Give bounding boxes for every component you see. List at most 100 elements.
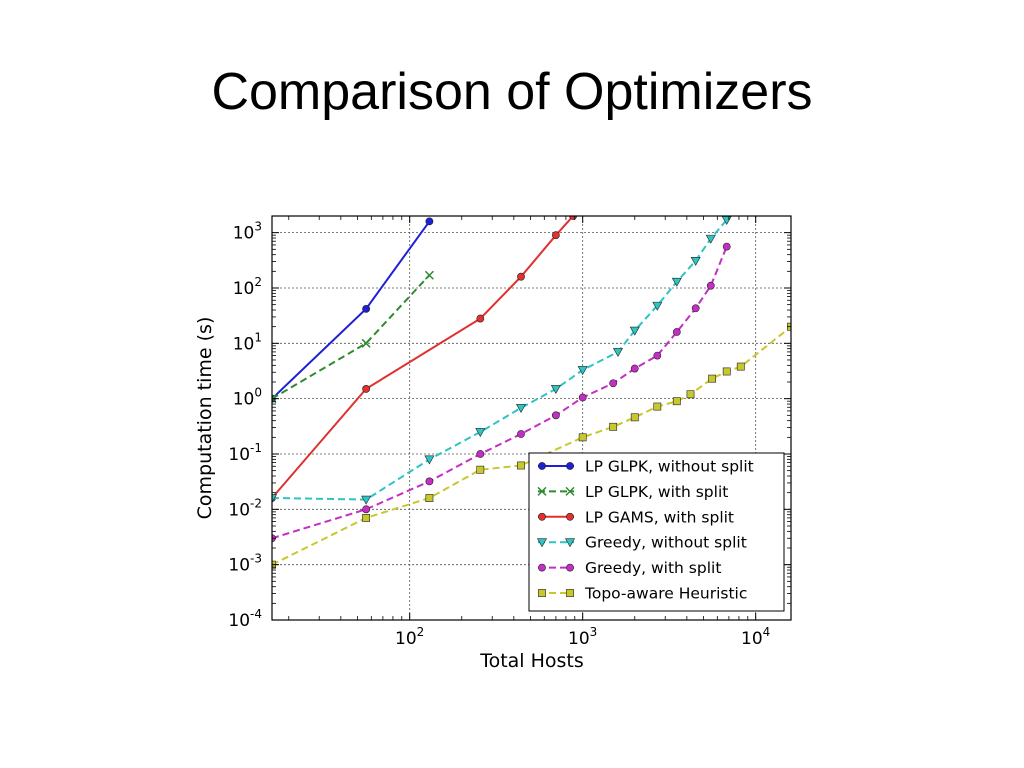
data-point — [686, 390, 695, 399]
data-point — [708, 374, 717, 383]
data-point — [577, 366, 588, 376]
x-tick-label-exponent: 4 — [763, 625, 771, 639]
y-tick-label: 101 — [233, 330, 262, 354]
legend-entry: Greedy, with split — [538, 559, 721, 577]
legend-label: Greedy, without split — [585, 534, 747, 552]
data-point — [690, 257, 701, 266]
y-tick-label-base: 10 — [228, 611, 250, 631]
series-line — [272, 216, 574, 499]
legend-entry: Topo-aware Heuristic — [538, 585, 747, 603]
y-tick-label-exponent: -4 — [250, 607, 262, 621]
data-point — [551, 231, 560, 240]
x-tick-label-exponent: 3 — [590, 625, 598, 639]
data-point — [671, 277, 682, 287]
y-tick-label-exponent: 0 — [254, 386, 262, 400]
series-4 — [272, 216, 732, 505]
series-5 — [272, 242, 731, 543]
series-line — [272, 220, 431, 400]
legend-marker — [537, 486, 547, 496]
legend-entry: LP GLPK, with split — [537, 483, 728, 501]
legend-marker — [564, 538, 576, 548]
legend-marker — [565, 486, 575, 496]
legend-label: LP GLPK, without split — [585, 458, 754, 476]
slide-title: Comparison of Optimizers — [211, 63, 813, 121]
data-point — [515, 404, 527, 414]
data-point — [578, 433, 587, 442]
data-point — [517, 430, 525, 438]
data-point — [612, 348, 624, 358]
y-tick-label-base: 10 — [233, 279, 255, 299]
x-tick-label: 102 — [395, 625, 424, 649]
y-tick-label-base: 10 — [228, 500, 250, 520]
y-tick-label: 103 — [233, 220, 262, 244]
series-line — [272, 274, 431, 400]
series-group — [272, 216, 791, 569]
x-tick-label-base: 10 — [568, 629, 590, 649]
series-line — [272, 246, 728, 540]
y-tick-label: 10-2 — [228, 496, 262, 520]
data-point — [476, 450, 485, 458]
data-point — [630, 413, 639, 422]
data-point — [652, 301, 663, 311]
data-point — [475, 428, 486, 438]
legend-entry: LP GAMS, with split — [538, 508, 734, 526]
data-point — [653, 402, 662, 411]
plot-frame — [271, 215, 792, 621]
legend-entry: LP GLPK, without split — [538, 458, 754, 476]
series-line — [272, 325, 791, 566]
legend-marker — [536, 538, 548, 548]
data-point — [672, 328, 681, 336]
data-point — [476, 314, 485, 323]
data-point — [550, 385, 561, 395]
y-tick-label-exponent: 3 — [254, 220, 262, 234]
data-point — [425, 477, 434, 486]
legend-marker — [566, 512, 574, 521]
data-point — [362, 385, 371, 393]
legend: LP GLPK, without split LP GLPK, with spli… — [528, 452, 785, 612]
x-tick-label-base: 10 — [741, 629, 763, 649]
data-point — [736, 362, 745, 371]
data-point — [476, 465, 485, 474]
data-point — [272, 494, 278, 504]
y-tick-label-exponent: -2 — [250, 496, 262, 510]
legend-box — [528, 452, 785, 612]
data-point — [630, 364, 639, 373]
legend-marker — [566, 589, 574, 597]
data-point — [705, 234, 716, 244]
data-point — [722, 367, 731, 376]
y-tick-label: 10-3 — [228, 552, 262, 576]
y-tick-label-exponent: -3 — [250, 552, 262, 566]
y-tick-label: 10-4 — [228, 607, 262, 631]
legend-entry: Greedy, without split — [536, 534, 747, 552]
legend-label: LP GLPK, with split — [585, 483, 728, 501]
series-1 — [272, 217, 434, 403]
legend-marker — [538, 563, 546, 572]
data-point — [551, 411, 560, 420]
y-tick-label-base: 10 — [228, 556, 250, 576]
y-tick-label: 100 — [233, 386, 262, 410]
data-point — [424, 455, 435, 465]
data-point — [609, 422, 618, 431]
data-point — [517, 461, 525, 470]
legend-label: Topo-aware Heuristic — [584, 585, 747, 603]
series-line — [272, 219, 728, 501]
data-point — [672, 397, 681, 406]
legend-marker — [566, 563, 574, 572]
legend-marker — [538, 589, 546, 597]
data-point — [425, 217, 434, 226]
y-tick-label-base: 10 — [233, 334, 255, 354]
legend-marker — [538, 462, 546, 470]
series-2 — [272, 270, 434, 404]
y-tick-label-exponent: 1 — [254, 330, 262, 344]
y-tick-label-base: 10 — [233, 390, 255, 410]
data-point — [706, 281, 715, 290]
y-tick-label: 102 — [233, 275, 262, 299]
data-point — [517, 272, 525, 281]
data-point — [425, 494, 434, 502]
data-point — [629, 326, 640, 336]
data-point — [362, 505, 371, 514]
data-point — [609, 379, 618, 388]
x-axis-label: Total Hosts — [479, 650, 584, 672]
y-tick-label-exponent: 2 — [254, 275, 262, 289]
